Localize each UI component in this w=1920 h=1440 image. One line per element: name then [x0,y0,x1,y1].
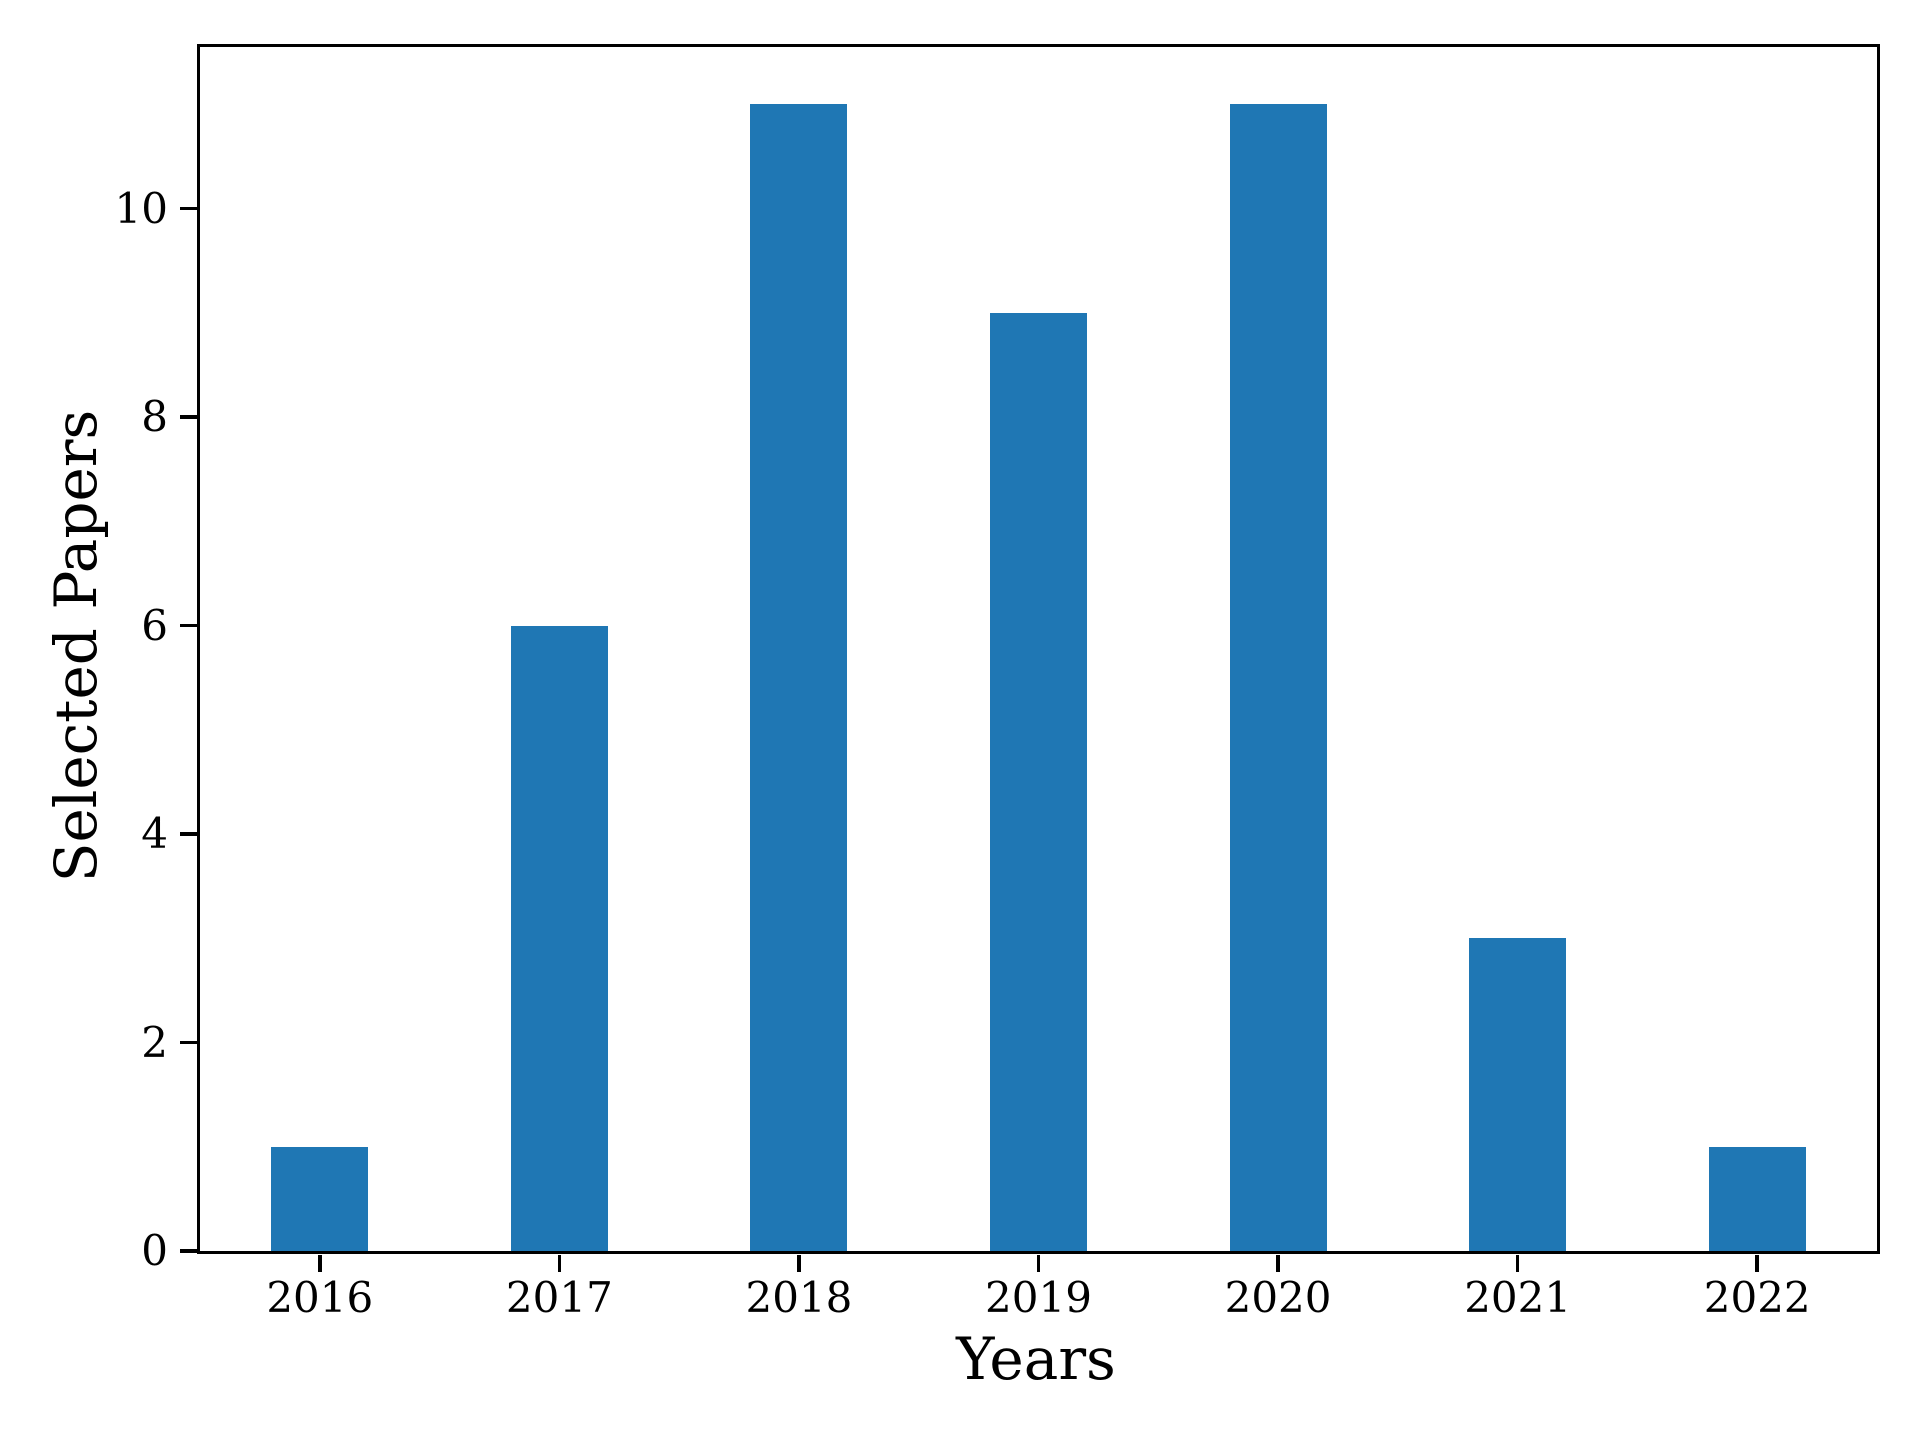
bar-2018 [750,104,848,1251]
plot-area: 2016 2017 2018 2019 2020 2021 2022 0 2 4 6 8 10 [115,44,1880,1319]
x-tick-label-2021: 2021 [1464,1273,1572,1322]
bar-2017 [510,625,608,1251]
y-tick-label-2: 2 [141,1017,168,1067]
y-tick-label-0: 0 [141,1226,168,1275]
y-tick-6 [179,623,197,628]
y-tick-label-8: 8 [141,392,168,442]
bar-2016 [271,1146,369,1251]
x-tick-label-2017: 2017 [505,1273,613,1322]
y-tick-2 [179,1040,197,1045]
x-tick-2018 [797,1254,801,1272]
x-tick-label-2016: 2016 [266,1273,374,1322]
x-axis-label: Years [956,1325,1116,1393]
x-tick-2016 [318,1254,322,1272]
x-tick-2017 [557,1254,562,1272]
x-tick-2020 [1276,1254,1280,1272]
y-tick-8 [179,415,197,419]
x-tick-label-2019: 2019 [985,1273,1092,1322]
x-tick-2022 [1755,1254,1759,1272]
x-tick-label-2018: 2018 [745,1273,853,1322]
y-tick-label-10: 10 [114,183,168,233]
y-tick-label-4: 4 [141,809,168,859]
bar-2021 [1469,938,1567,1251]
y-tick-10 [179,206,197,211]
y-tick-4 [179,832,197,836]
x-tick-label-2022: 2022 [1703,1273,1811,1322]
bar-2019 [989,312,1087,1251]
y-tick-0 [179,1249,197,1253]
y-tick-label-6: 6 [141,600,168,650]
bar-2020 [1229,104,1327,1251]
x-tick-label-2020: 2020 [1224,1273,1332,1322]
x-tick-2021 [1515,1254,1520,1272]
bar-2022 [1708,1146,1806,1251]
y-axis-label: Selected Papers [42,409,110,883]
x-tick-2019 [1036,1254,1041,1272]
